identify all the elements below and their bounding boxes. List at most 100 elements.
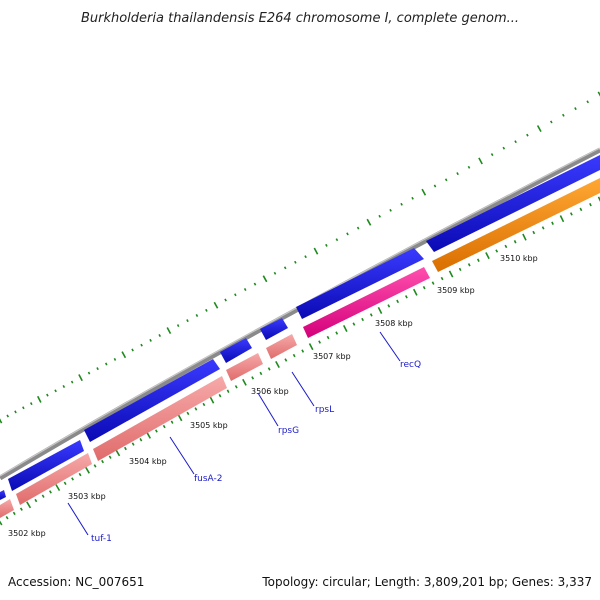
scale-tick [71, 477, 74, 481]
scale-tick [177, 414, 183, 422]
outer-tick [262, 275, 268, 283]
scale-tick [467, 263, 471, 267]
scale-tick [377, 306, 383, 314]
outer-tick [195, 314, 199, 317]
forward-gene[interactable] [426, 155, 600, 252]
forward-gene[interactable] [296, 248, 424, 319]
outer-tick [176, 324, 180, 328]
outer-tick [62, 385, 66, 388]
kbp-label: 3505 kbp [190, 421, 228, 430]
outer-tick [490, 153, 494, 157]
outer-tick [502, 146, 506, 150]
kbp-label: 3506 kbp [251, 387, 289, 396]
outer-tick [283, 266, 287, 270]
scale-tick [485, 252, 490, 260]
topology-text: Topology: circular; Length: 3,809,201 bp… [261, 575, 592, 589]
accession-text: Accession: NC_007651 [8, 575, 144, 589]
kbp-label: 3502 kbp [8, 529, 46, 538]
gene-callouts: tuf-1 fusA-2 rpsG rpsL recQ [67, 331, 421, 544]
forward-gene[interactable] [84, 359, 220, 442]
reverse-gene[interactable] [0, 499, 14, 518]
scale-tick [259, 371, 263, 376]
outer-tick [597, 91, 600, 97]
outer-tick [433, 184, 437, 188]
kbp-label: 3508 kbp [375, 319, 413, 328]
scale-tick [476, 258, 480, 262]
scale-tick [41, 494, 45, 498]
scale-tick [551, 221, 554, 225]
callout-line-rpsL [291, 371, 315, 407]
map-title: Burkholderia thailandensis E264 chromoso… [81, 11, 519, 26]
scale-tick [412, 288, 418, 296]
outer-tick [378, 214, 382, 218]
outer-tick [186, 319, 189, 323]
scale-tick [559, 215, 565, 223]
gene-label-fusA-2[interactable]: fusA-2 [194, 474, 223, 484]
forward-strand-genes [0, 155, 600, 500]
scale-tick [63, 481, 67, 485]
reverse-gene[interactable] [16, 453, 92, 505]
outer-tick [29, 402, 33, 406]
forward-gene[interactable] [220, 338, 252, 363]
scale-tick [154, 429, 158, 433]
outer-tick [22, 406, 25, 410]
scale-tick [202, 402, 206, 407]
outer-tick [224, 298, 227, 302]
reverse-gene[interactable] [266, 334, 297, 359]
forward-gene[interactable] [0, 490, 6, 500]
outer-tick [411, 196, 414, 200]
outer-tick [149, 338, 152, 342]
outer-tick [325, 243, 328, 247]
scale-tick [308, 343, 314, 351]
outer-tick [574, 107, 577, 111]
gene-label-rpsL[interactable]: rpsL [315, 405, 334, 415]
outer-tick [113, 357, 117, 361]
scale-tick [342, 325, 348, 332]
outer-tick [366, 218, 372, 226]
gene-label-recQ[interactable]: recQ [400, 360, 421, 370]
outer-tick [421, 188, 427, 196]
reverse-gene[interactable] [226, 353, 263, 381]
gene-label-rpsG[interactable]: rpsG [278, 426, 299, 436]
scale-tick [124, 446, 127, 451]
scale-tick [78, 472, 82, 477]
outer-tick [0, 418, 3, 424]
chromosome-backbone-highlight [0, 147, 600, 477]
reverse-gene-recq[interactable] [303, 267, 430, 338]
outer-tick [46, 393, 49, 397]
outer-tick [205, 308, 208, 312]
scale-tick [131, 442, 135, 446]
scale-tick [318, 340, 322, 344]
callout-line-fusA-2 [169, 436, 195, 475]
outer-tick [467, 165, 471, 169]
scale-tick [267, 367, 271, 371]
gene-label-tuf-1[interactable]: tuf-1 [91, 534, 112, 544]
outer-tick [313, 247, 319, 255]
scale-tick [369, 313, 373, 317]
outer-tick [526, 133, 529, 137]
scale-tick [146, 431, 151, 439]
forward-gene[interactable] [8, 440, 84, 491]
outer-tick [562, 113, 565, 117]
scale-tick [242, 378, 247, 386]
reverse-gene[interactable] [93, 376, 227, 461]
outer-tick [6, 414, 10, 418]
outer-tick [121, 351, 127, 359]
scale-tick [49, 490, 52, 494]
scale-tick [422, 286, 426, 290]
scale-tick [218, 394, 222, 398]
scale-tick [34, 498, 38, 503]
kbp-label: 3510 kbp [500, 254, 538, 263]
scale-tick [396, 299, 400, 304]
forward-gene[interactable] [260, 318, 288, 340]
outer-tick [140, 343, 143, 347]
outer-tick [14, 410, 17, 414]
scale-tick [170, 420, 174, 424]
outer-tick [243, 288, 247, 291]
reverse-gene-top[interactable] [432, 178, 600, 272]
scale-tick-row [0, 196, 600, 526]
scale-tick [352, 322, 356, 326]
scale-tick [448, 270, 454, 278]
scale-tick [226, 389, 230, 393]
